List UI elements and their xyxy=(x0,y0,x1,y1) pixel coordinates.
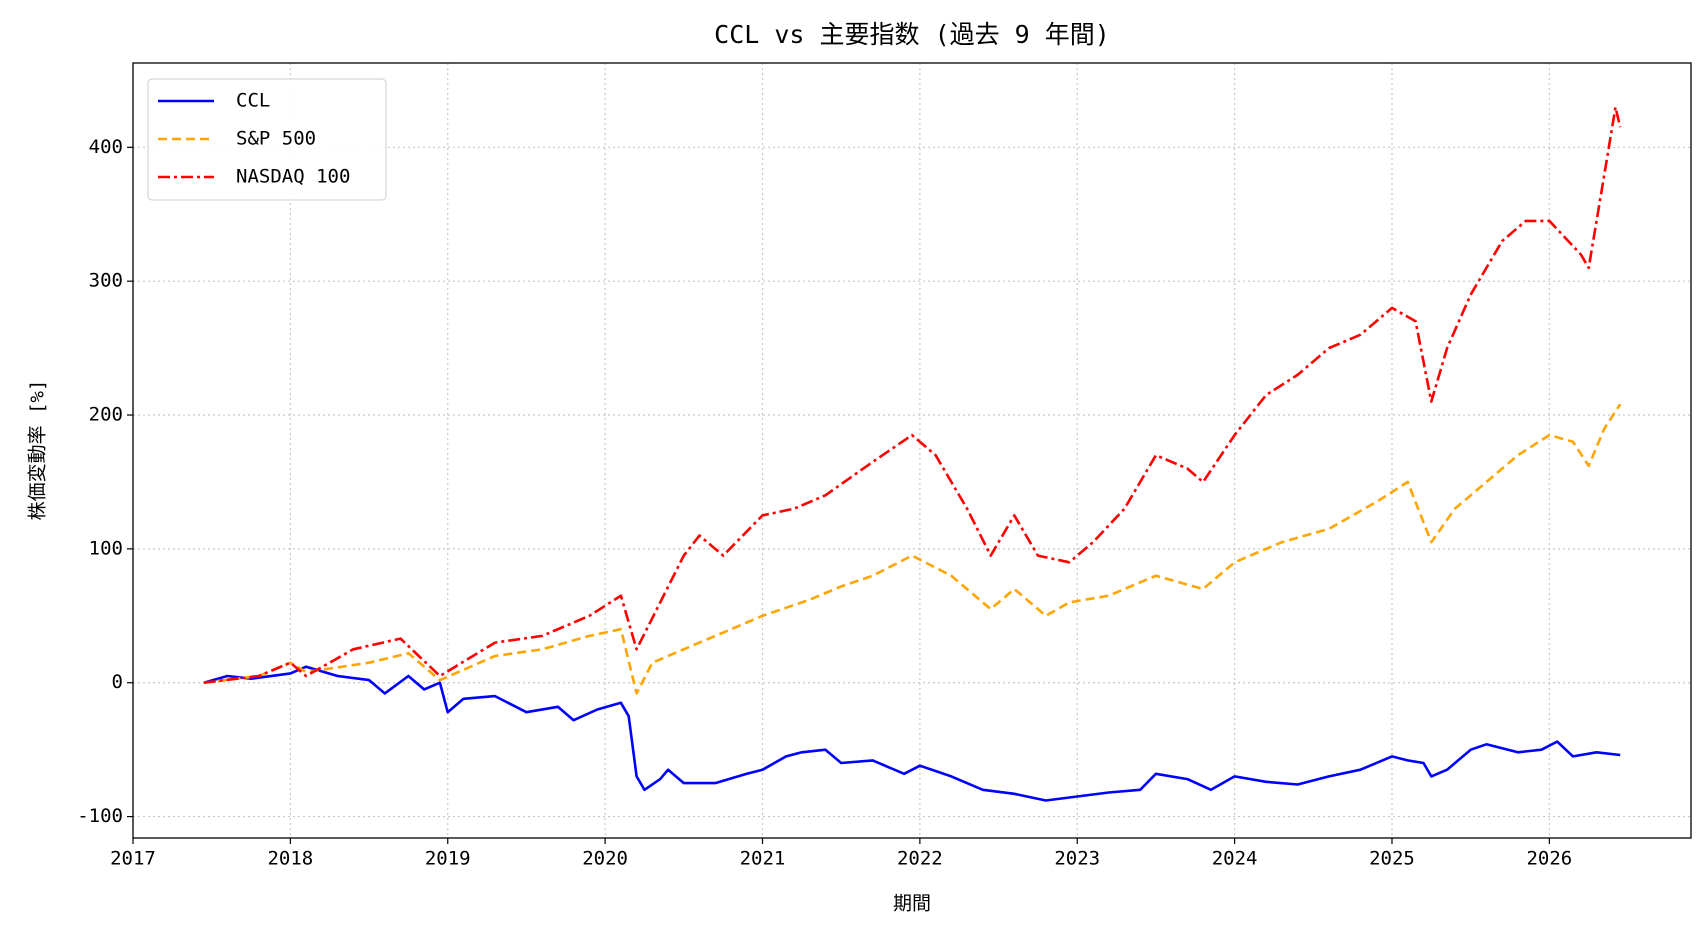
legend-label: S&P 500 xyxy=(236,128,316,150)
x-tick-label: 2021 xyxy=(740,848,786,870)
y-axis-label: 株価変動率 [%] xyxy=(27,380,49,521)
y-tick-label: 100 xyxy=(89,537,123,559)
chart-title: CCL vs 主要指数 (過去 9 年間) xyxy=(714,20,1110,49)
x-tick-label: 2024 xyxy=(1212,848,1258,870)
x-tick-label: 2022 xyxy=(897,848,943,870)
x-tick-label: 2026 xyxy=(1526,848,1572,870)
legend-box xyxy=(147,78,387,201)
x-tick-label: 2017 xyxy=(110,848,156,870)
x-tick-label: 2018 xyxy=(267,848,313,870)
legend-label: CCL xyxy=(236,90,270,112)
series-line xyxy=(203,665,1621,802)
x-tick-label: 2025 xyxy=(1369,848,1415,870)
x-tick-label: 2019 xyxy=(425,848,471,870)
y-tick-label: 400 xyxy=(89,136,123,158)
x-axis-label: 期間 xyxy=(893,893,931,915)
x-tick-label: 2020 xyxy=(582,848,628,870)
series-line xyxy=(203,105,1622,684)
plot-frame xyxy=(132,62,1692,839)
legend-label: NASDAQ 100 xyxy=(236,166,350,188)
y-tick-label: 200 xyxy=(89,404,123,426)
y-tick-label: 300 xyxy=(89,270,123,292)
x-tick-label: 2023 xyxy=(1054,848,1100,870)
y-tick-label: -100 xyxy=(77,805,123,827)
y-tick-label: 0 xyxy=(112,671,123,693)
series-line xyxy=(203,403,1622,695)
